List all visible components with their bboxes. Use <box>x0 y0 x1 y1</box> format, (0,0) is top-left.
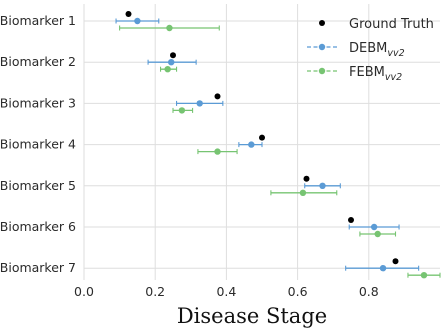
y-tick-label: Biomarker 2 <box>0 54 76 69</box>
data-point <box>214 148 221 155</box>
data-point <box>299 189 307 196</box>
data-point <box>392 258 399 265</box>
x-tick-label: 0.2 <box>145 284 165 299</box>
data-point <box>348 217 354 223</box>
x-tick-label: 0.4 <box>216 284 236 299</box>
y-tick-label: Biomarker 1 <box>0 13 76 28</box>
series-marks <box>115 11 441 279</box>
legend-marker <box>318 43 326 51</box>
y-tick-label: Biomarker 6 <box>0 219 76 234</box>
y-tick-label: Biomarker 7 <box>0 260 76 275</box>
data-point <box>259 134 265 141</box>
legend-marker <box>318 67 326 75</box>
data-point <box>214 93 221 100</box>
data-point <box>379 265 387 272</box>
legend-marker <box>319 20 325 26</box>
y-axis-labels: Biomarker 1 Biomarker 2 Biomarker 3 Biomark… <box>0 13 76 275</box>
y-tick-label: Biomarker 4 <box>0 137 76 152</box>
data-point <box>248 141 255 148</box>
x-axis-title: Disease Stage <box>177 304 327 328</box>
y-tick-label: Biomarker 3 <box>0 95 76 110</box>
legend-item: DEBMvv2 <box>307 41 405 59</box>
legend-item: Ground Truth <box>319 17 434 32</box>
x-axis-labels: 0.0 0.2 0.4 0.6 0.8 <box>74 284 379 299</box>
x-tick-label: 0.6 <box>288 284 308 299</box>
data-point <box>196 100 203 107</box>
x-tick-label: 0.0 <box>74 284 94 299</box>
data-point <box>166 24 173 32</box>
data-point <box>168 59 175 66</box>
x-tick-label: 0.8 <box>359 284 379 299</box>
y-tick-label: Biomarker 5 <box>0 178 76 193</box>
data-point <box>134 17 141 25</box>
data-point <box>178 107 186 114</box>
series-ground-truth <box>125 11 399 265</box>
legend-label: DEBMvv2 <box>349 41 405 59</box>
data-point <box>370 223 378 231</box>
legend: Ground Truth DEBMvv2 FEBMvv2 <box>307 17 434 83</box>
legend-item: FEBMvv2 <box>307 65 402 83</box>
data-point <box>303 175 310 182</box>
data-point <box>125 11 132 17</box>
series-debm <box>115 17 420 272</box>
data-point <box>420 272 428 279</box>
series-febm <box>119 24 441 279</box>
legend-label: FEBMvv2 <box>349 65 402 83</box>
data-point <box>170 52 176 59</box>
data-point <box>319 182 326 189</box>
legend-label: Ground Truth <box>349 17 434 32</box>
data-point <box>374 230 381 238</box>
data-point <box>164 66 171 73</box>
